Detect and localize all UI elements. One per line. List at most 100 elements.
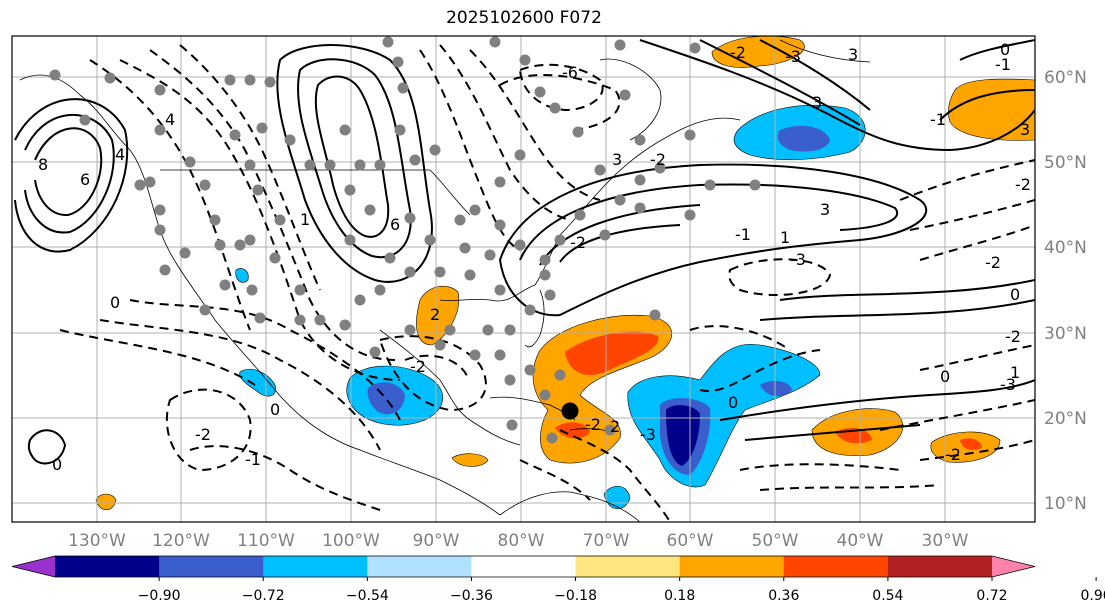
- contour-label: -1: [995, 55, 1011, 74]
- lon-tick-label: 30°W: [922, 531, 969, 551]
- contours-positive: [14, 39, 1035, 465]
- colorbar-segment: [575, 556, 681, 577]
- colorbar-segment: [887, 556, 993, 577]
- contour-label: -2: [730, 43, 746, 62]
- lon-tick-label: 50°W: [752, 531, 799, 551]
- contour-label: -2: [650, 150, 666, 169]
- contour-label: 0: [1010, 285, 1020, 304]
- observation-dots: [49, 36, 761, 444]
- positive-fill: [565, 331, 659, 376]
- colorbar-segment: [783, 556, 889, 577]
- lat-tick-label: 50°N: [1044, 153, 1087, 173]
- contour-label: -2: [1015, 175, 1031, 194]
- longitude-ticks: 130°W 120°W 110°W 100°W 90°W 80°W 70°W 6…: [68, 531, 969, 551]
- positive-fill: [711, 36, 805, 68]
- colorbar-tick-label: 0.72: [976, 588, 1007, 604]
- lon-tick-label: 90°W: [413, 531, 460, 551]
- contour-label: 0: [940, 367, 950, 386]
- contour-label: 0: [110, 293, 120, 312]
- contour-label: 3: [1020, 120, 1030, 139]
- negative-fill: [367, 382, 405, 415]
- contour-label: -1: [735, 225, 751, 244]
- positive-fill: [451, 453, 489, 467]
- colorbar-segment: [55, 556, 160, 577]
- colorbar-extend-low: [12, 556, 55, 577]
- contour-label: 3: [820, 200, 830, 219]
- colorbar-tick-label: −0.72: [242, 588, 285, 604]
- lon-tick-label: 80°W: [498, 531, 545, 551]
- contour-label: 1: [780, 228, 790, 247]
- contour-label: 0: [1000, 40, 1010, 59]
- colorbar-segment: [367, 556, 472, 577]
- contour-label: 3: [612, 150, 622, 169]
- lon-tick-label: 40°W: [837, 531, 884, 551]
- contour-label: -2: [410, 357, 426, 376]
- colorbar-segment: [471, 556, 577, 577]
- shaded-fills: [95, 36, 1035, 511]
- contour-label: -3: [785, 47, 801, 66]
- contour-label: -3: [640, 425, 656, 444]
- negative-fill: [777, 125, 830, 152]
- colorbar-tick-label: 0.54: [872, 588, 903, 604]
- contour-labels: -6 8 6 4 6 4 -3 3 -3 -2 -2 -2 0 -2 1 0 0…: [38, 40, 1031, 474]
- contour-label: -1: [930, 110, 946, 129]
- contour-label: 3: [848, 45, 858, 64]
- contour-label: -2: [585, 415, 601, 434]
- contour-label: -2: [945, 445, 961, 464]
- colorbar-extend-high: [992, 556, 1035, 577]
- lat-tick-label: 20°N: [1044, 409, 1087, 429]
- colorbar-tick-label: 0.36: [768, 588, 799, 604]
- lon-tick-label: 130°W: [68, 531, 126, 551]
- contour-label: -1: [245, 450, 261, 469]
- colorbar-tick-label: −0.18: [554, 588, 597, 604]
- negative-fill: [666, 405, 700, 466]
- contour-label: -6: [562, 63, 578, 82]
- lat-tick-label: 10°N: [1044, 494, 1087, 514]
- colorbar-segment: [679, 556, 785, 577]
- lat-tick-label: 30°N: [1044, 324, 1087, 344]
- contour-label: -3: [790, 250, 806, 269]
- lon-tick-label: 70°W: [583, 531, 630, 551]
- positive-fill: [960, 438, 982, 450]
- colorbar-segment: [159, 556, 264, 577]
- positive-fill: [555, 422, 590, 439]
- lat-tick-label: 60°N: [1044, 68, 1087, 88]
- negative-fill: [235, 268, 249, 283]
- latitude-ticks: 60°N 50°N 40°N 30°N 20°N 10°N: [1044, 68, 1087, 514]
- colorbar-segment: [263, 556, 368, 577]
- lon-tick-label: 60°W: [667, 531, 714, 551]
- coastlines: [19, 39, 871, 522]
- contour-label: 0: [728, 393, 738, 412]
- contour-label: 6: [390, 215, 400, 234]
- lon-tick-label: 100°W: [322, 531, 380, 551]
- contour-label: 1: [1010, 363, 1020, 382]
- contour-label: 0: [270, 400, 280, 419]
- negative-fill: [760, 380, 792, 397]
- lon-tick-label: 120°W: [152, 531, 210, 551]
- contour-label: 3: [812, 93, 822, 112]
- contour-label: 2: [610, 417, 620, 436]
- map-frame: [11, 35, 1036, 523]
- contour-label: 2: [430, 305, 440, 324]
- colorbar-tick-label: −0.54: [346, 588, 389, 604]
- map-title: 2025102600 F072: [446, 8, 602, 28]
- contour-label: 4: [115, 145, 125, 164]
- colorbar-tick-label: 0.90: [1081, 588, 1105, 604]
- lat-tick-label: 40°N: [1044, 238, 1087, 258]
- colorbar-tick-label: −0.90: [138, 588, 181, 604]
- contour-label: -2: [570, 233, 586, 252]
- contour-label: -2: [195, 425, 211, 444]
- graticule: [12, 36, 1035, 522]
- contour-label: 4: [165, 110, 175, 129]
- contour-label: 0: [52, 455, 62, 474]
- positive-fill: [95, 493, 117, 511]
- contour-label: 8: [38, 155, 48, 174]
- lon-tick-label: 110°W: [237, 531, 295, 551]
- colorbar-outline: [11, 555, 1036, 578]
- colorbar: −0.90 −0.72 −0.54 −0.36 −0.18 0.18 0.36 0.54 0.7…: [11, 555, 1105, 604]
- colorbar-tick-label: 0.18: [664, 588, 695, 604]
- contour-label: -3: [1000, 375, 1016, 394]
- contour-label: 6: [80, 170, 90, 189]
- contour-label: -2: [1005, 327, 1021, 346]
